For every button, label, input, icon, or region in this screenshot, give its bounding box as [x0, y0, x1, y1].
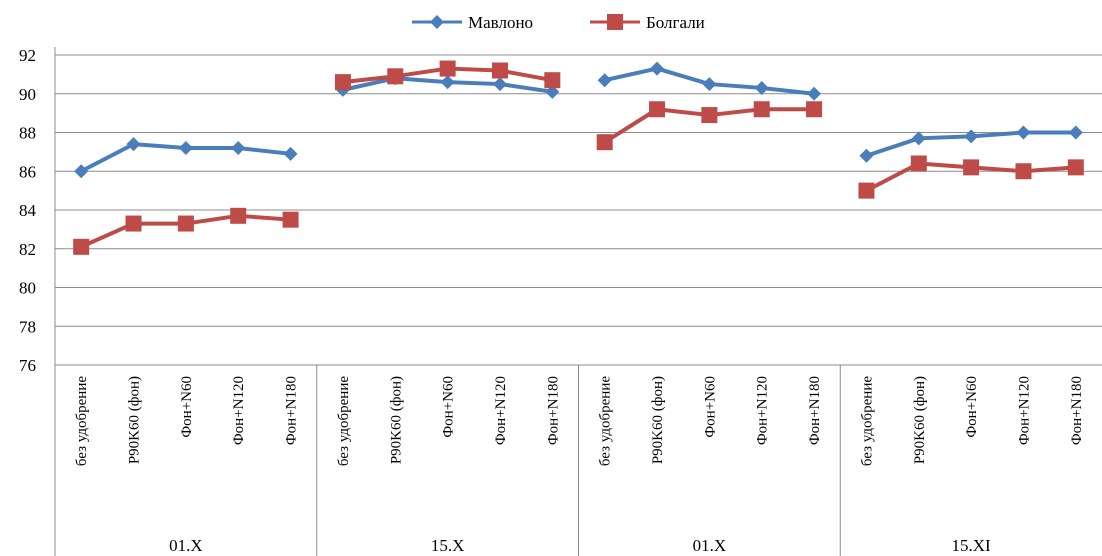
x-tick-label-9: Фон+N180 [545, 376, 561, 445]
y-tick-label-82: 82 [19, 240, 36, 259]
data-point-1-15 [858, 182, 875, 199]
x-tick-label-18: Фон+N120 [1016, 376, 1032, 445]
data-point-0-9 [545, 84, 560, 99]
x-tick-label-6: P90K60 (фон) [388, 376, 404, 464]
data-point-0-0 [74, 164, 89, 179]
data-point-0-2 [178, 141, 193, 155]
data-point-0-1 [126, 137, 141, 152]
data-point-0-4 [283, 146, 298, 161]
x-tick-label-1: P90K60 (фон) [127, 376, 143, 464]
data-point-0-12 [702, 77, 717, 92]
x-tick-label-16: P90K60 (фон) [912, 376, 928, 464]
x-tick-label-8: Фон+N120 [493, 376, 509, 445]
legend-marker-mavlono [430, 15, 444, 29]
data-point-0-8 [492, 77, 507, 92]
x-tick-label-13: Фон+N120 [755, 376, 771, 445]
data-point-0-18 [1016, 125, 1031, 140]
data-point-1-18 [1015, 163, 1032, 180]
data-point-1-7 [439, 60, 456, 77]
x-tick-label-3: Фон+N120 [231, 376, 247, 445]
data-point-1-0 [73, 238, 90, 255]
y-tick-label-86: 86 [19, 162, 36, 181]
data-point-0-14 [807, 86, 822, 101]
data-point-1-14 [806, 101, 823, 118]
x-tick-label-15: без удобрение [859, 376, 875, 466]
x-tick-label-5: без удобрение [336, 376, 352, 466]
data-point-1-6 [387, 68, 404, 85]
data-point-1-16 [910, 155, 927, 172]
axes: 76 78 80 82 84 86 88 90 92 01.X 15.X 01.X 15.XI без у… [19, 46, 1102, 556]
data-point-0-17 [964, 129, 979, 144]
gridlines [55, 54, 1102, 327]
data-point-1-13 [753, 101, 770, 118]
y-tick-label-78: 78 [19, 317, 36, 336]
data-point-1-19 [1067, 159, 1084, 176]
x-tick-label-10: без удобрение [598, 376, 614, 466]
data-point-0-13 [754, 80, 769, 95]
x-tick-label-11: P90K60 (фон) [650, 376, 666, 464]
y-tick-label-84: 84 [19, 201, 37, 220]
legend: Мавлоно Болгали [412, 13, 705, 32]
x-tick-label-7: Фон+N60 [441, 376, 457, 438]
y-tick-label-76: 76 [19, 356, 36, 375]
x-tick-label-12: Фон+N60 [702, 376, 718, 438]
data-point-0-3 [231, 141, 246, 155]
data-point-1-11 [649, 101, 666, 118]
data-point-1-8 [491, 62, 508, 79]
legend-label-bolgali: Болгали [646, 13, 705, 32]
data-point-1-10 [596, 134, 613, 151]
legend-marker-bolgali [607, 14, 623, 30]
data-point-0-7 [440, 75, 455, 90]
x-tick-label-4: Фон+N180 [284, 376, 300, 445]
data-point-1-5 [334, 74, 351, 91]
data-point-1-1 [125, 215, 142, 232]
data-point-1-4 [282, 211, 299, 228]
x-tick-label-2: Фон+N60 [179, 376, 195, 438]
data-point-0-16 [911, 131, 926, 146]
data-point-0-11 [650, 61, 665, 76]
x-tick-label-19: Фон+N180 [1069, 376, 1085, 445]
data-point-1-3 [230, 207, 247, 224]
data-point-0-19 [1068, 125, 1083, 140]
data-point-1-9 [544, 72, 561, 89]
x-tick-label-0: без удобрение [74, 376, 90, 466]
data-point-0-15 [859, 148, 874, 163]
data-point-1-12 [701, 107, 718, 124]
y-tick-label-90: 90 [19, 85, 36, 104]
data-point-1-2 [177, 215, 194, 232]
y-tick-label-88: 88 [19, 124, 36, 143]
group-label-1: 15.X [431, 536, 465, 555]
data-point-1-17 [963, 159, 980, 176]
y-tick-label-92: 92 [19, 46, 36, 65]
x-tick-label-14: Фон+N180 [807, 376, 823, 445]
group-label-0: 01.X [169, 536, 203, 555]
data-point-0-10 [597, 73, 612, 88]
group-label-2: 01.X [693, 536, 727, 555]
y-tick-label-80: 80 [19, 279, 36, 298]
series-lines [73, 60, 1084, 255]
legend-label-mavlono: Мавлоно [468, 13, 533, 32]
group-label-3: 15.XI [952, 536, 992, 555]
x-tick-label-17: Фон+N60 [964, 376, 980, 438]
